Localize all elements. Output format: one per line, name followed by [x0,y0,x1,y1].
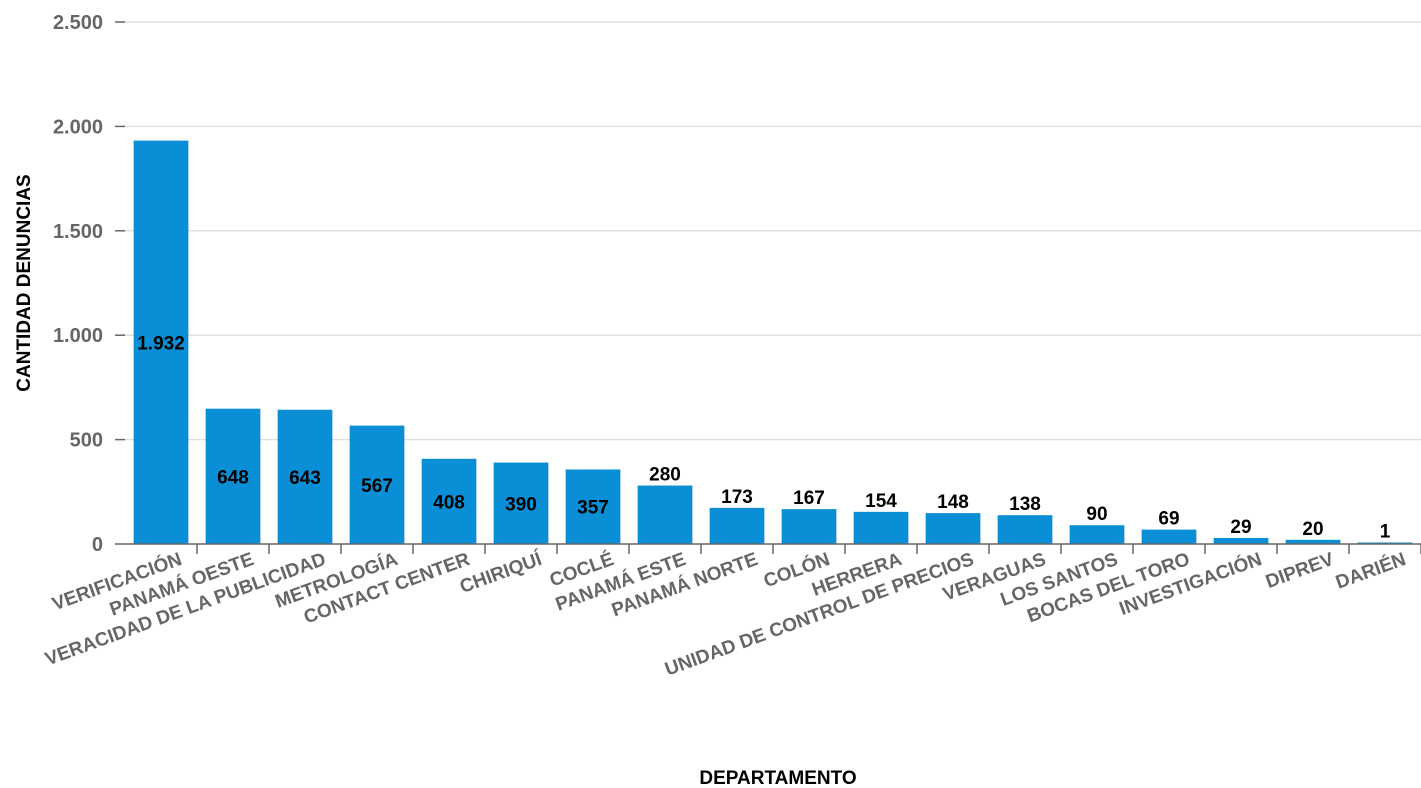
data-label: 154 [865,491,897,512]
data-label: 69 [1158,509,1179,530]
data-labels: 1.932 648 643 567 408 390 357 280 173 167 154 148 13… [137,333,1390,542]
y-tick-label: 2.000 [53,116,103,138]
data-label: 357 [577,498,609,519]
bar [925,513,981,544]
y-tick-label: 0 [92,534,103,556]
bar [709,507,765,544]
bar [637,485,693,544]
y-axis-title: CANTIDAD DENUNCIAS [14,174,35,391]
bar [565,469,621,544]
y-tick-label: 2.500 [53,12,103,34]
bar [1141,529,1197,544]
data-label: 643 [289,468,321,489]
data-label: 20 [1302,519,1323,540]
y-tick-label: 1.500 [53,221,103,243]
bar [1285,539,1341,544]
bar [997,515,1053,544]
bars [133,140,1413,545]
data-label: 167 [793,488,825,509]
bar [781,509,837,544]
data-label: 148 [937,492,969,513]
x-axis-title: DEPARTAMENTO [699,768,856,788]
data-label: 90 [1086,504,1107,525]
y-tick-label: 1.000 [53,325,103,347]
bar [493,462,549,544]
data-label: 648 [217,467,249,488]
data-label: 280 [649,465,681,486]
bar [205,408,261,544]
bar [421,458,477,544]
data-label: 1 [1380,522,1391,543]
data-label: 1.932 [137,333,185,354]
grid-lines [125,21,1421,441]
data-label: 29 [1230,517,1251,538]
data-label: 567 [361,476,393,497]
data-label: 138 [1009,494,1041,515]
bar [349,425,405,544]
data-label: 408 [433,492,465,513]
bar [853,511,909,544]
bar [1069,525,1125,544]
x-tick-label: DARIÉN [1333,548,1409,594]
y-tick-label: 500 [70,430,103,452]
x-tick-label: CHIRIQUÍ [457,548,546,598]
x-tick-label: DIPREV [1263,549,1337,593]
bar [277,409,333,544]
y-axis-ticks: 0 500 1.000 1.500 2.000 2.500 [53,12,125,556]
bar [133,140,189,545]
bar [1213,537,1269,544]
data-label: 390 [505,494,537,515]
data-label: 173 [721,487,753,508]
